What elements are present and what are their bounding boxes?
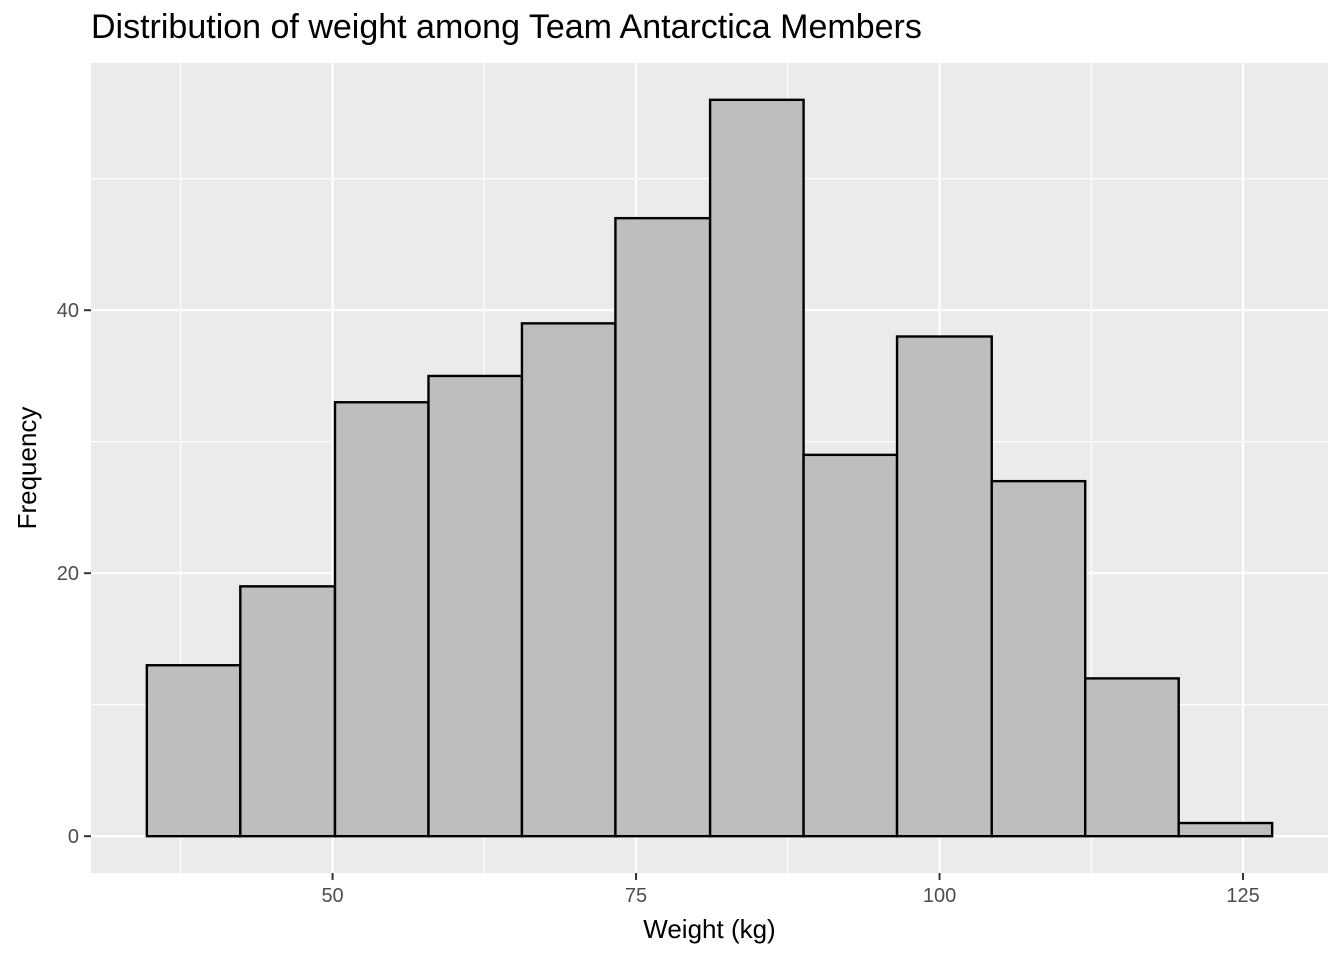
histogram-bars [145,98,1274,838]
y-axis-title: Frequency [12,407,42,530]
y-tick-label: 20 [57,563,79,585]
histogram-bar [1084,677,1180,838]
x-tick-label: 75 [625,885,647,907]
histogram-bar [145,664,242,838]
x-tick-label: 100 [923,885,956,907]
y-tick-label: 40 [57,300,79,322]
histogram-bar [239,585,337,838]
histogram-bar [333,401,430,838]
histogram-bar [802,453,899,838]
histogram-bar [520,322,617,838]
y-tick-label: 0 [68,826,79,848]
x-axis: 50 75 100 125 [321,873,1260,907]
histogram-bar [990,479,1087,838]
x-axis-title: Weight (kg) [643,914,775,944]
histogram-bar [895,335,993,838]
histogram-bar [708,98,805,838]
histogram-bar [1177,821,1274,838]
histogram-bar [427,374,524,838]
histogram-bar [614,216,712,838]
x-tick-label: 125 [1226,885,1259,907]
y-axis: 0 20 40 [57,300,91,848]
chart-title: Distribution of weight among Team Antarc… [91,8,922,46]
x-tick-label: 50 [321,885,343,907]
